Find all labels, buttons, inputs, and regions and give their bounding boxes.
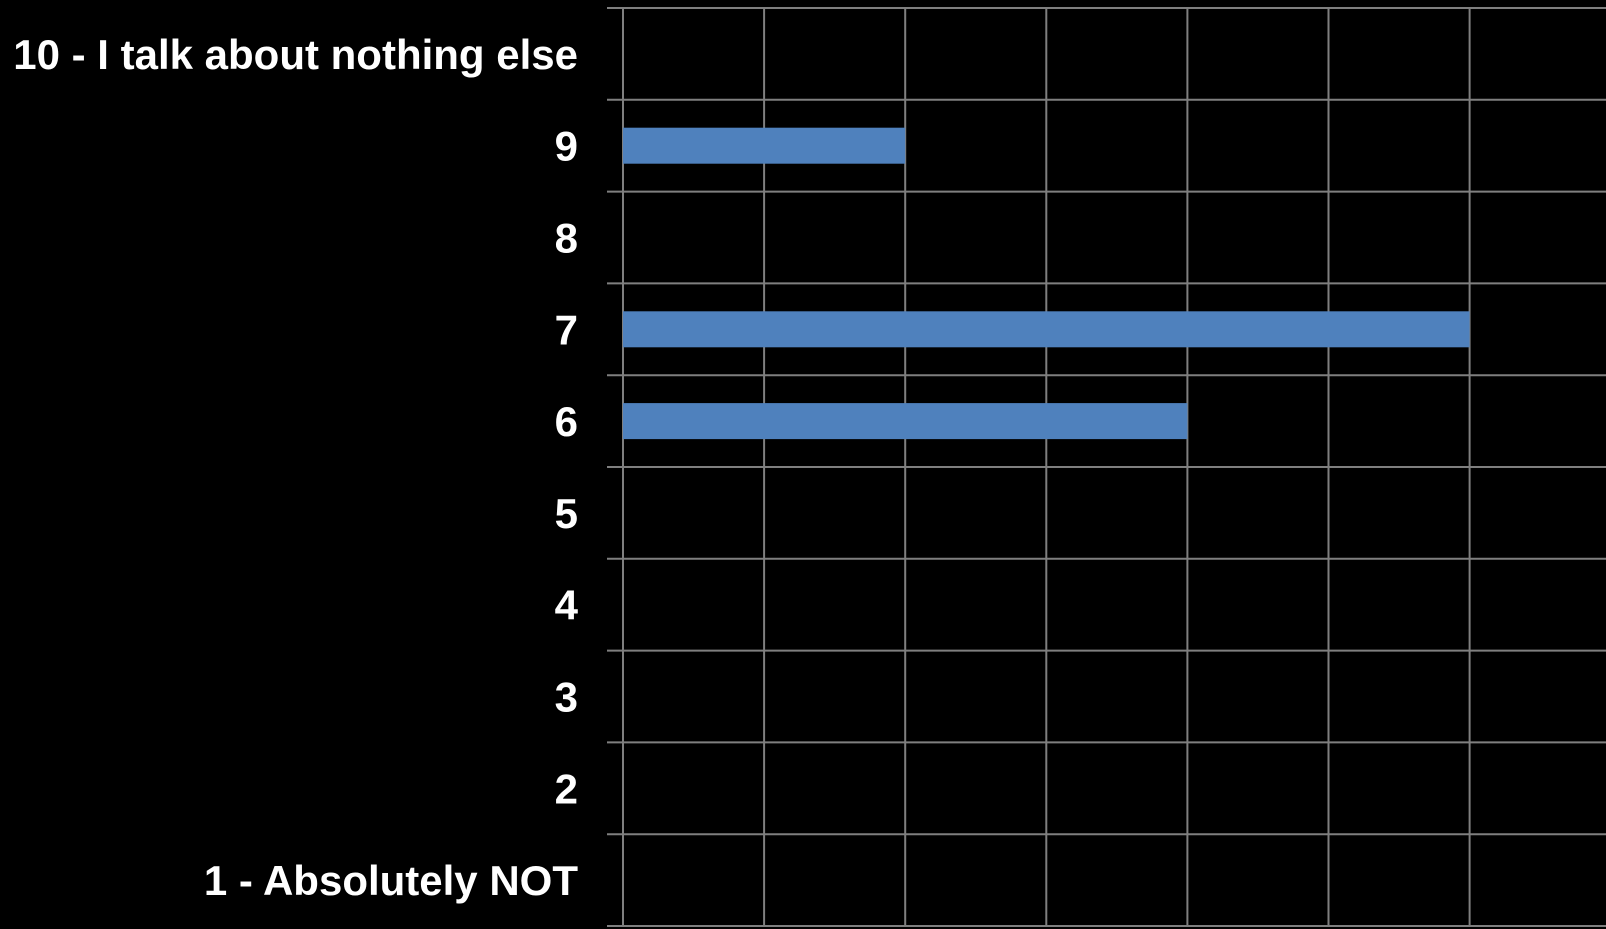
category-label: 5 [555,490,578,537]
category-label: 7 [555,306,578,353]
category-labels: 10 - I talk about nothing else 9 8 7 6 5 4 3 2 1 … [13,31,578,904]
bar [623,311,1470,348]
bar [623,127,906,164]
grid-layer [607,7,1606,927]
bar-layer [623,127,1470,440]
category-label: 3 [555,674,578,721]
category-label: 8 [555,215,578,262]
category-label: 1 - Absolutely NOT [204,857,578,904]
category-label: 6 [555,398,578,445]
category-label: 9 [555,123,578,170]
category-label: 4 [555,582,579,629]
bar [623,403,1188,440]
category-label: 10 - I talk about nothing else [13,31,578,78]
category-label: 2 [555,765,578,812]
